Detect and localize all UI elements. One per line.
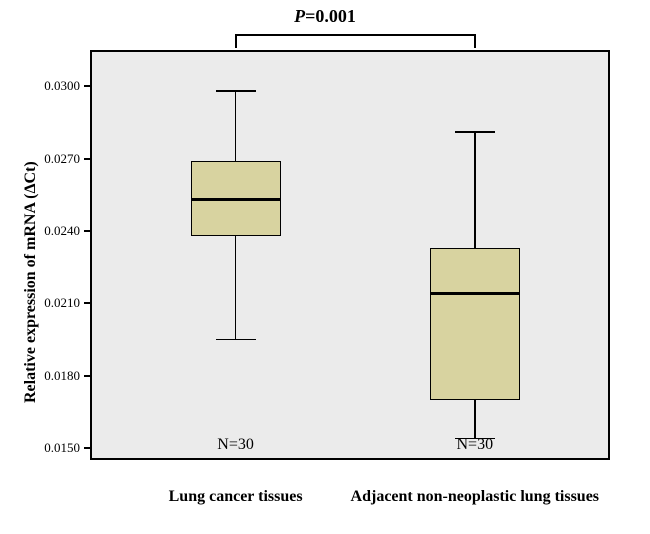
y-tick-mark <box>84 158 90 160</box>
whisker-line <box>235 236 237 340</box>
whisker-cap <box>216 90 256 92</box>
significance-bracket <box>474 34 476 48</box>
box <box>430 248 520 400</box>
y-tick-label: 0.0240 <box>44 223 80 239</box>
p-value-annotation: P=0.001 <box>0 6 650 27</box>
n-label: N=30 <box>435 436 515 454</box>
y-tick-label: 0.0300 <box>44 78 80 94</box>
y-tick-mark <box>84 447 90 449</box>
y-tick-label: 0.0210 <box>44 295 80 311</box>
y-tick-mark <box>84 85 90 87</box>
plot-area <box>90 50 610 460</box>
category-label: Adjacent non-neoplastic lung tissues <box>315 488 635 506</box>
median-line <box>430 292 520 295</box>
whisker-line <box>235 91 237 161</box>
whisker-line <box>474 132 476 248</box>
y-axis-label: Relative expression of mRNA (ΔCt) <box>22 161 40 403</box>
median-line <box>191 198 281 201</box>
significance-bracket <box>236 34 475 36</box>
y-tick-label: 0.0270 <box>44 151 80 167</box>
y-tick-label: 0.0180 <box>44 368 80 384</box>
significance-bracket <box>235 34 237 48</box>
n-label: N=30 <box>196 436 276 454</box>
y-tick-mark <box>84 375 90 377</box>
whisker-cap <box>216 339 256 341</box>
y-tick-label: 0.0150 <box>44 440 80 456</box>
p-value-symbol: P <box>294 6 305 26</box>
y-tick-mark <box>84 302 90 304</box>
p-value-number: =0.001 <box>305 6 356 26</box>
boxplot-figure: P=0.001 Relative expression of mRNA (ΔCt… <box>0 0 650 534</box>
y-tick-mark <box>84 230 90 232</box>
whisker-line <box>474 400 476 439</box>
whisker-cap <box>455 131 495 133</box>
